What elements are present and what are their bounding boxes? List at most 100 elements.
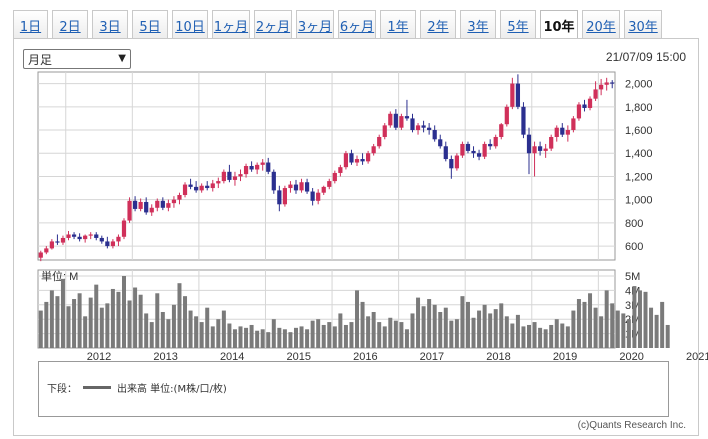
volume-bar	[227, 323, 232, 348]
tab-3[interactable]: 5日	[132, 10, 168, 39]
volume-bar	[94, 284, 99, 348]
candle-body	[388, 113, 393, 126]
candle-body	[199, 185, 204, 191]
tab-15[interactable]: 30年	[624, 10, 662, 39]
volume-bar	[83, 316, 88, 348]
volume-bar	[510, 323, 515, 348]
volume-bar	[382, 326, 387, 348]
volume-bar	[321, 324, 326, 348]
volume-bar	[77, 293, 82, 348]
candle-body	[327, 181, 332, 187]
volume-bar	[144, 313, 149, 348]
candle-body	[188, 184, 193, 187]
volume-bar	[549, 324, 554, 348]
candle-body	[587, 98, 593, 108]
volume-bar	[299, 326, 304, 348]
tab-11[interactable]: 3年	[460, 10, 496, 39]
candle-body	[83, 235, 88, 240]
volume-bar	[371, 312, 376, 348]
volume-bar	[72, 299, 77, 348]
volume-bar	[393, 320, 398, 348]
volume-bar	[621, 313, 626, 348]
candle-body	[293, 184, 299, 191]
volume-bar	[105, 303, 110, 348]
volume-bar	[199, 322, 204, 348]
tab-8[interactable]: 6ヶ月	[338, 10, 376, 39]
volume-bar	[293, 327, 298, 348]
volume-bar	[427, 299, 432, 348]
candle-body	[593, 89, 598, 99]
volume-bar	[66, 306, 71, 348]
tab-12[interactable]: 5年	[500, 10, 536, 39]
volume-bar	[171, 304, 176, 348]
candle-body	[565, 130, 570, 135]
tab-6[interactable]: 2ヶ月	[254, 10, 292, 39]
tab-9[interactable]: 1年	[380, 10, 416, 39]
tab-10[interactable]: 2年	[420, 10, 456, 39]
volume-bar	[338, 313, 343, 348]
volume-bar	[571, 310, 576, 348]
volume-bar	[576, 299, 581, 348]
volume-bar	[255, 330, 260, 348]
x-tick-label: 2013	[153, 351, 177, 363]
volume-bar	[366, 316, 371, 348]
tab-2[interactable]: 3日	[92, 10, 128, 39]
tab-5[interactable]: 1ヶ月	[212, 10, 250, 39]
volume-bar	[49, 290, 54, 348]
tab-0[interactable]: 1日	[13, 10, 48, 39]
volume-bar	[282, 329, 287, 348]
tab-1[interactable]: 2日	[52, 10, 88, 39]
candle-body	[99, 237, 104, 242]
legend-text: 出来高 単位:(M株/口/枚)	[117, 384, 227, 395]
candle-body	[38, 252, 43, 258]
volume-bar	[166, 319, 171, 348]
candle-body	[343, 153, 349, 168]
tab-7[interactable]: 3ヶ月	[296, 10, 334, 39]
volume-bar	[626, 319, 631, 348]
volume-bar	[404, 329, 409, 348]
volume-bar	[133, 287, 138, 348]
candle-body	[171, 199, 177, 204]
volume-bar	[221, 310, 226, 348]
volume-bar	[260, 329, 265, 348]
volume-bar	[349, 322, 354, 348]
candle-body	[582, 104, 587, 108]
volume-bar	[160, 312, 165, 348]
candle-body	[393, 113, 398, 128]
volume-bar	[305, 329, 310, 348]
candle-body	[144, 201, 149, 213]
tab-13[interactable]: 10年	[540, 10, 578, 40]
candle-body	[105, 241, 110, 247]
volume-bar	[560, 323, 565, 348]
y-tick-label: 2,000	[625, 79, 653, 91]
volume-bar	[271, 319, 276, 348]
volume-bar	[138, 294, 143, 348]
volume-bar	[454, 319, 459, 348]
candle-body	[576, 104, 582, 119]
candle-body	[399, 116, 404, 128]
candle-body	[116, 236, 121, 242]
period-select[interactable]: 月足 ▼	[23, 49, 131, 69]
candle-body	[571, 118, 576, 131]
y-tick-label: 1,800	[625, 102, 653, 114]
volume-bar	[599, 316, 604, 348]
candle-body	[460, 143, 465, 156]
tab-14[interactable]: 20年	[582, 10, 620, 39]
candle-body	[560, 127, 565, 135]
candle-body	[449, 159, 454, 169]
candle-body	[182, 184, 188, 196]
volume-bar	[643, 291, 648, 348]
candle-body	[88, 234, 93, 236]
candle-body	[271, 171, 276, 191]
volume-bar	[515, 314, 520, 348]
volume-bar	[460, 296, 465, 348]
x-tick-label: 2015	[287, 351, 311, 363]
candle-body	[366, 153, 371, 162]
candle-body	[338, 167, 343, 173]
candle-body	[166, 203, 171, 208]
volume-bar	[438, 312, 443, 348]
candle-body	[438, 139, 443, 147]
volume-bar	[310, 320, 315, 348]
tab-4[interactable]: 10日	[172, 10, 208, 39]
volume-bar	[266, 332, 271, 348]
